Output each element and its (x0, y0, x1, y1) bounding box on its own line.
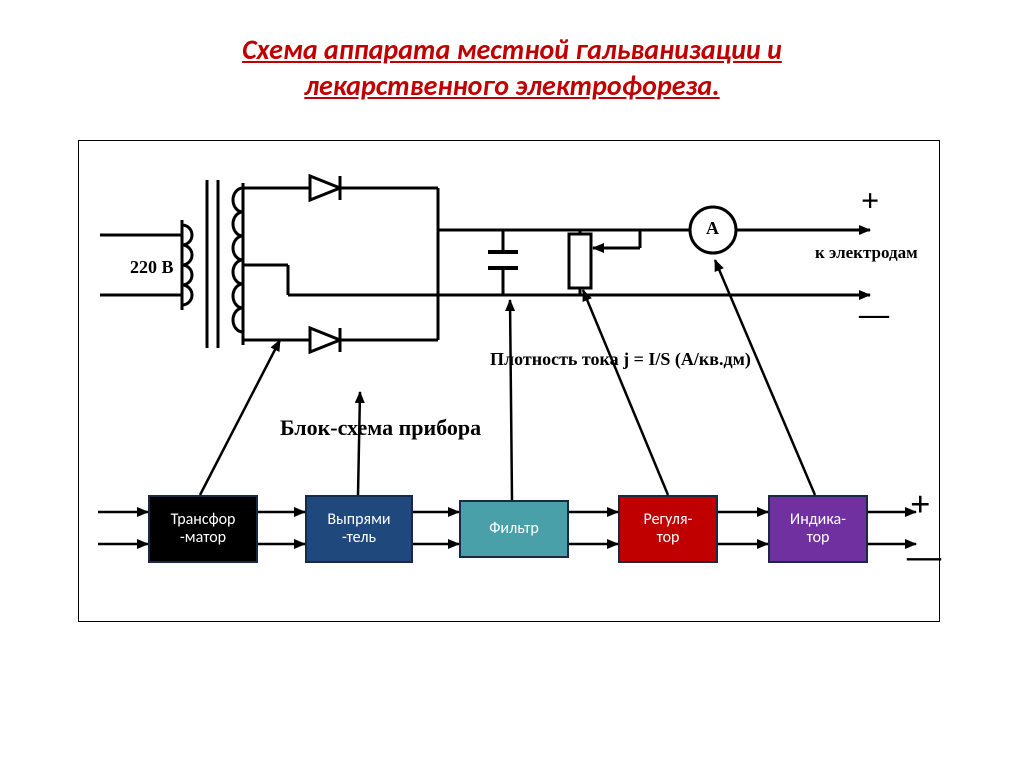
arrows-svg (0, 0, 1024, 767)
